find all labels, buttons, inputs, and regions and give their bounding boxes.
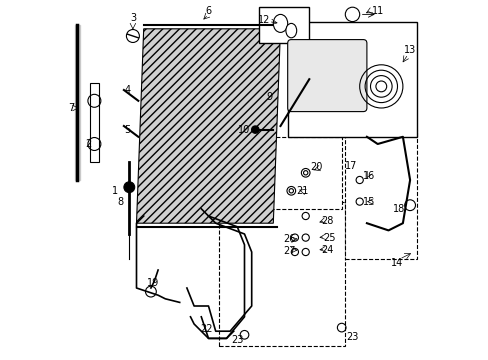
Text: 20: 20 xyxy=(310,162,322,172)
Text: 27: 27 xyxy=(283,246,295,256)
Text: 4: 4 xyxy=(124,85,130,95)
Text: 19: 19 xyxy=(146,278,159,288)
Text: 18: 18 xyxy=(392,204,405,214)
Text: 5: 5 xyxy=(124,125,130,135)
Text: 14: 14 xyxy=(390,258,403,268)
Bar xyxy=(89,83,99,162)
Text: 15: 15 xyxy=(362,197,374,207)
Text: 17: 17 xyxy=(344,161,356,171)
Bar xyxy=(269,137,341,209)
Text: 11: 11 xyxy=(371,6,383,16)
Text: 24: 24 xyxy=(321,245,333,255)
Text: 13: 13 xyxy=(403,45,415,55)
Text: 23: 23 xyxy=(346,332,358,342)
Text: 26: 26 xyxy=(283,234,295,244)
Text: 23: 23 xyxy=(231,335,243,345)
Text: 16: 16 xyxy=(362,171,374,181)
Text: 25: 25 xyxy=(322,233,335,243)
Text: 12: 12 xyxy=(258,15,270,25)
Text: 8: 8 xyxy=(117,197,123,207)
FancyBboxPatch shape xyxy=(287,40,366,112)
Text: 2: 2 xyxy=(84,139,91,149)
Text: 28: 28 xyxy=(321,216,333,226)
Ellipse shape xyxy=(285,23,296,38)
Circle shape xyxy=(251,126,258,133)
Polygon shape xyxy=(136,29,280,223)
Text: 10: 10 xyxy=(238,125,250,135)
Text: 7: 7 xyxy=(68,103,75,113)
Text: 9: 9 xyxy=(266,92,272,102)
Bar xyxy=(287,22,416,137)
Circle shape xyxy=(123,182,134,193)
Bar xyxy=(258,7,309,43)
Bar xyxy=(219,202,345,346)
Ellipse shape xyxy=(273,14,287,32)
Text: 6: 6 xyxy=(205,6,211,16)
Text: 1: 1 xyxy=(112,186,118,196)
Text: 3: 3 xyxy=(130,13,136,23)
Text: 22: 22 xyxy=(200,324,212,334)
Bar xyxy=(345,130,416,259)
Text: 21: 21 xyxy=(295,186,307,196)
